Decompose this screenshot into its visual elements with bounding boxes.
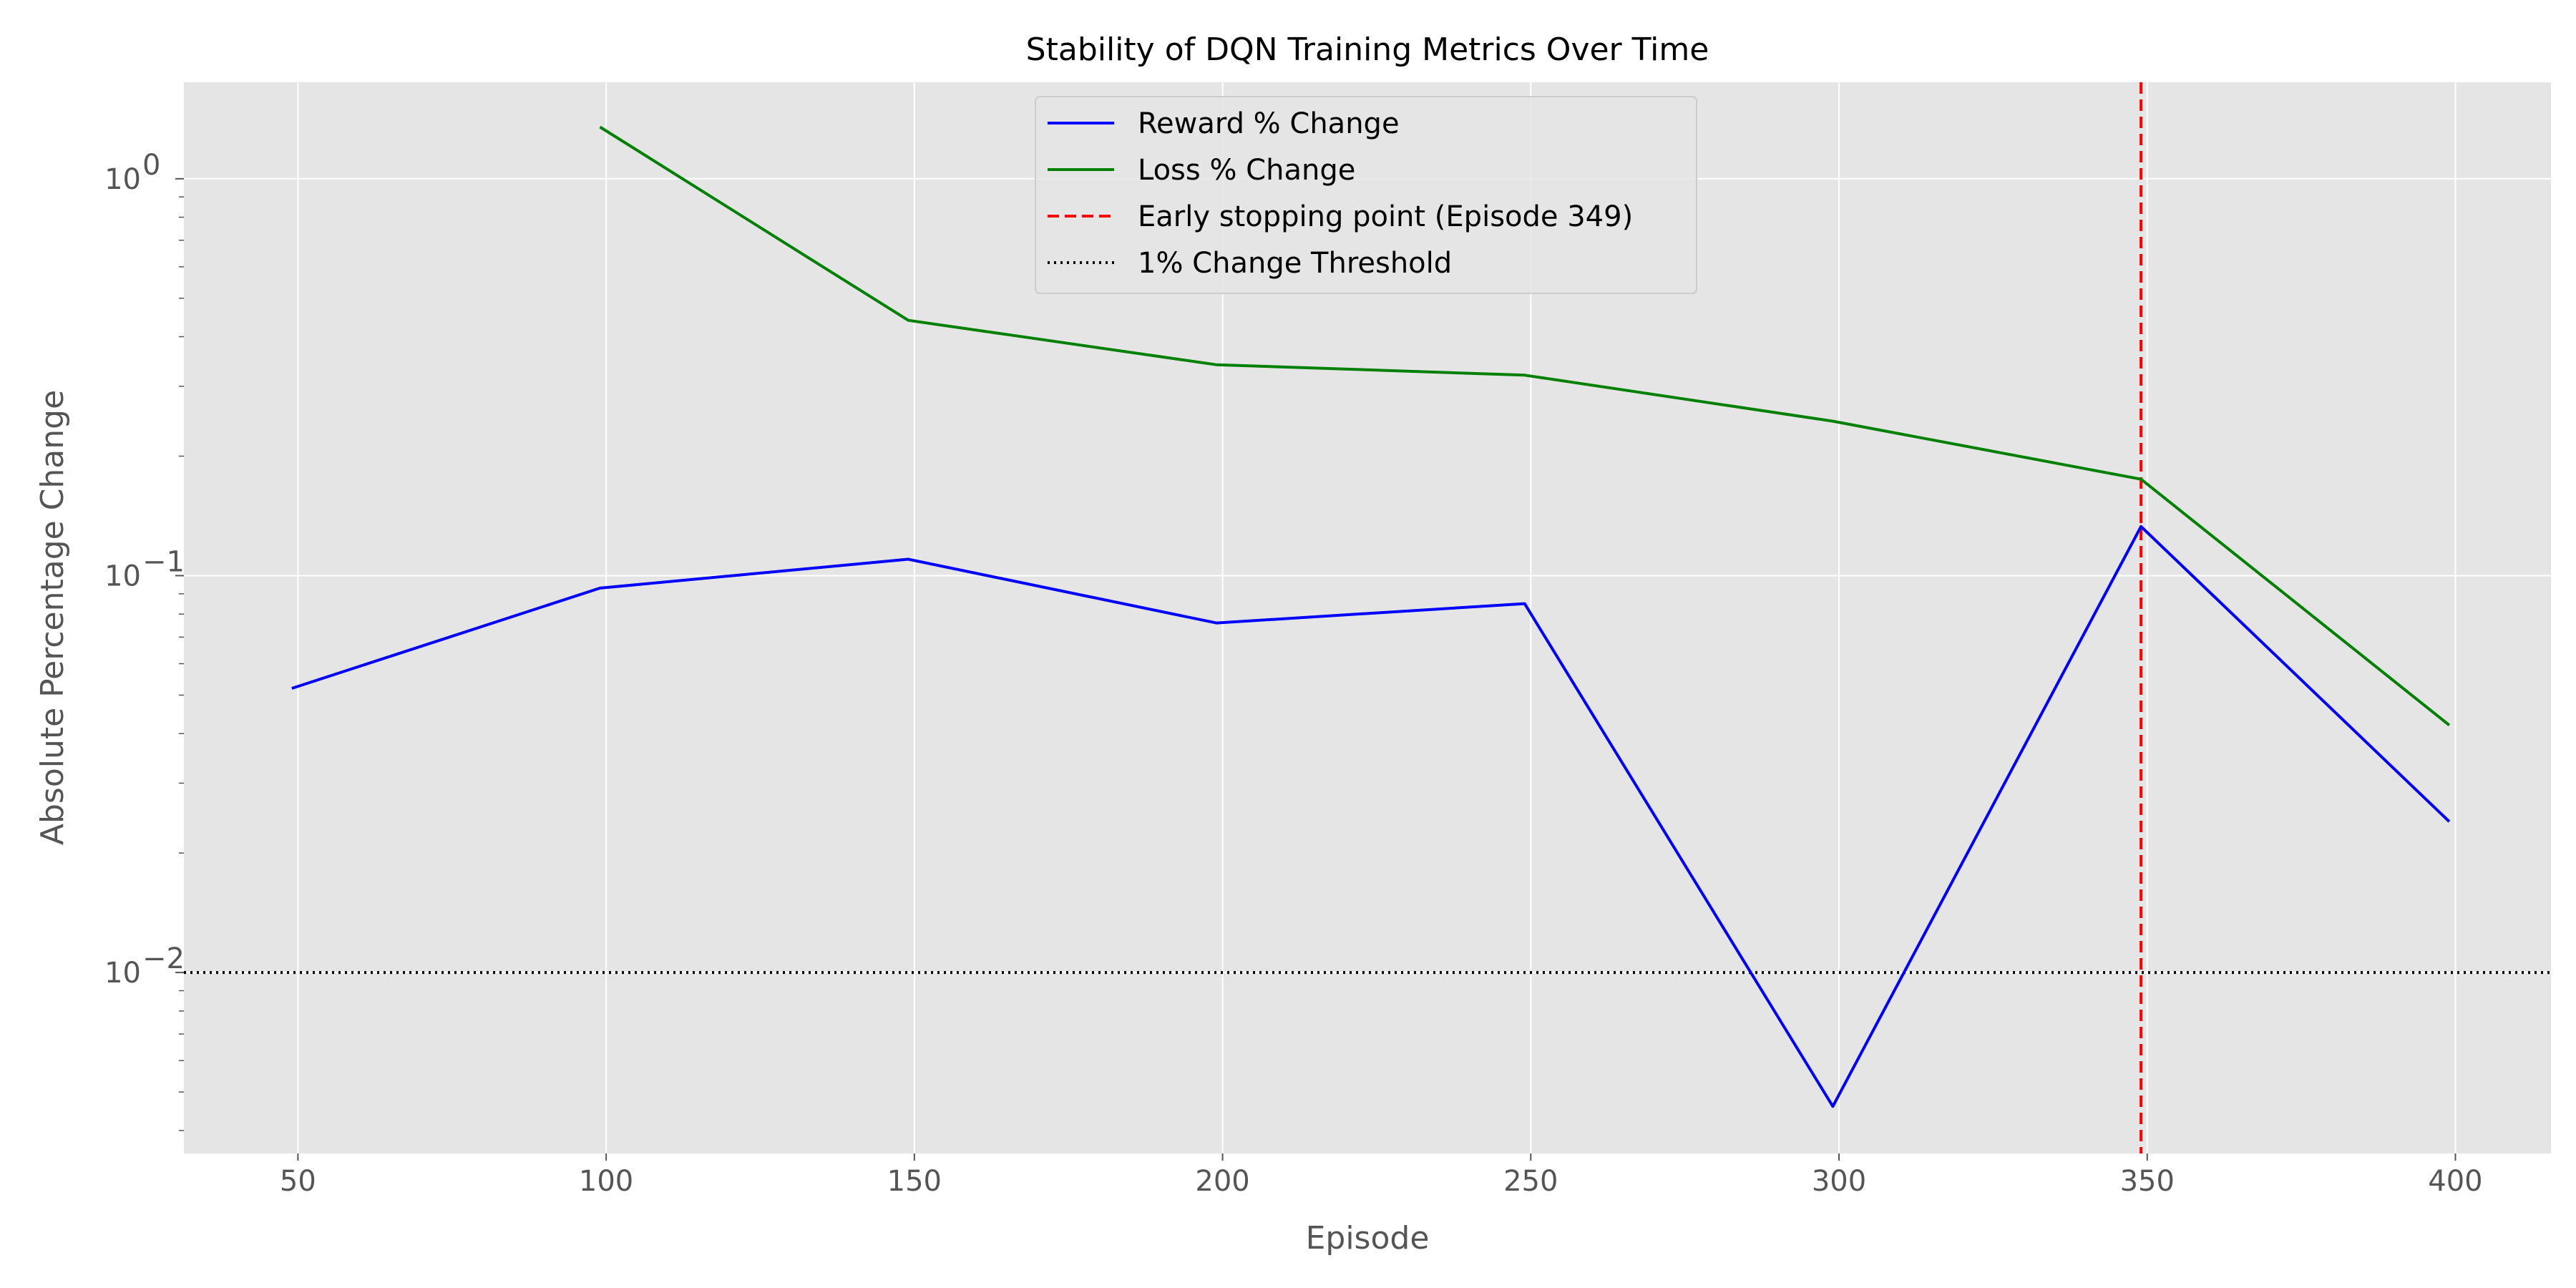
x-tick-label: 400 [2428, 1165, 2482, 1198]
reward-series-line [291, 525, 2451, 1108]
x-tick-label: 100 [579, 1165, 633, 1198]
y-tick-label: 10 [104, 163, 141, 196]
series-lines [291, 125, 2451, 1108]
legend-box [1035, 96, 1697, 294]
x-axis-label: Episode [1306, 1220, 1430, 1257]
x-tick-label: 300 [1812, 1165, 1866, 1198]
x-axis: 50 100 150 200 250 300 350 400 [280, 1153, 2483, 1198]
legend-entry-label: Loss % Change [1138, 154, 1355, 187]
legend: Reward % Change Loss % Change Early stoppi… [1035, 96, 1697, 294]
x-tick-label: 250 [1503, 1165, 1558, 1198]
y-tick-label-exponent: −1 [142, 545, 185, 578]
loss-series-line [599, 125, 2451, 726]
x-tick-label: 350 [2120, 1165, 2175, 1198]
legend-entry-label: Early stopping point (Episode 349) [1138, 200, 1633, 233]
x-tick-label: 200 [1195, 1165, 1249, 1198]
legend-entry-label: 1% Change Threshold [1138, 247, 1452, 280]
y-tick-label: 10 [104, 957, 141, 990]
y-tick-label: 10 [104, 560, 141, 592]
y-tick-label-exponent: −2 [142, 942, 185, 975]
reference-lines [184, 82, 2551, 1153]
chart-title: Stability of DQN Training Metrics Over T… [1026, 31, 1709, 68]
legend-entry-label: Reward % Change [1138, 107, 1400, 140]
x-tick-label: 50 [280, 1165, 316, 1198]
y-tick-label-exponent: 0 [142, 149, 160, 182]
x-tick-label: 150 [887, 1165, 942, 1198]
y-axis-label: Absolute Percentage Change [34, 390, 71, 845]
